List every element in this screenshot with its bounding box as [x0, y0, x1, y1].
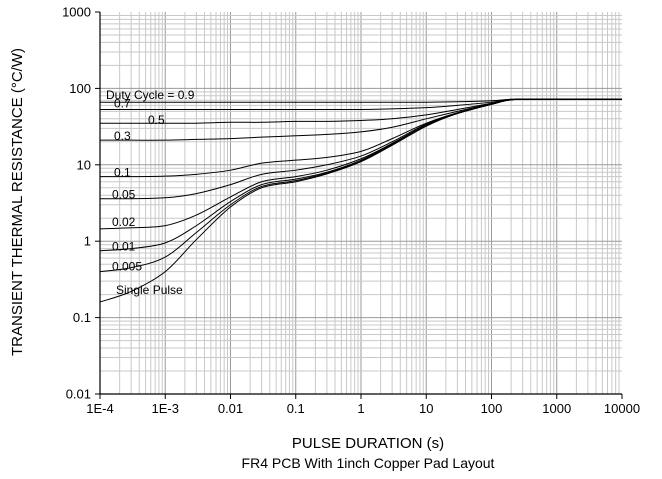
x-tick-label: 1 [357, 401, 364, 416]
series-lines [99, 98, 622, 303]
series-label: 0.05 [112, 188, 136, 202]
grid [99, 12, 622, 395]
axes [95, 11, 623, 399]
y-tick-label: 10 [77, 157, 91, 172]
y-axis-label: TRANSIENT THERMAL RESISTANCE (°C/W) [9, 48, 26, 356]
series-label: 0.005 [112, 260, 142, 274]
y-tick-label: 1000 [62, 5, 91, 20]
x-axis-label: PULSE DURATION (s) [292, 435, 444, 452]
x-tick-label: 1E-4 [86, 401, 113, 416]
x-tick-label: 100 [481, 401, 503, 416]
series-label: 0.1 [114, 166, 131, 180]
series-label: Duty Cycle = 0.9 [106, 88, 195, 102]
chart-subtitle: FR4 PCB With 1inch Copper Pad Layout [242, 455, 495, 471]
series-line [99, 98, 622, 303]
y-tick-label: 0.01 [66, 387, 91, 402]
series-label: 0.7 [114, 96, 131, 110]
y-tick-label: 0.1 [73, 310, 91, 325]
x-tick-label: 10000 [604, 401, 640, 416]
series-label: 0.02 [112, 215, 136, 229]
x-tick-label: 0.01 [218, 401, 243, 416]
y-tick-label: 1 [84, 234, 91, 249]
series-label: 0.5 [148, 113, 165, 127]
x-tick-label: 1000 [542, 401, 571, 416]
tick-labels: 1E-4 1E-3 0.01 0.1 1 10 100 1000 10000 0.01 0.1 1 10… [62, 5, 640, 417]
x-tick-label: 0.1 [287, 401, 305, 416]
curve-labels: Duty Cycle = 0.90.7 0.5 0.3 0.1 0.05 0.02 0.01… [106, 88, 195, 297]
x-tick-label: 1E-3 [152, 401, 179, 416]
x-tick-label: 10 [419, 401, 433, 416]
series-label: 0.01 [112, 240, 136, 254]
series-label: Single Pulse [116, 283, 183, 297]
y-tick-label: 100 [69, 81, 91, 96]
series-label: 0.3 [114, 129, 131, 143]
